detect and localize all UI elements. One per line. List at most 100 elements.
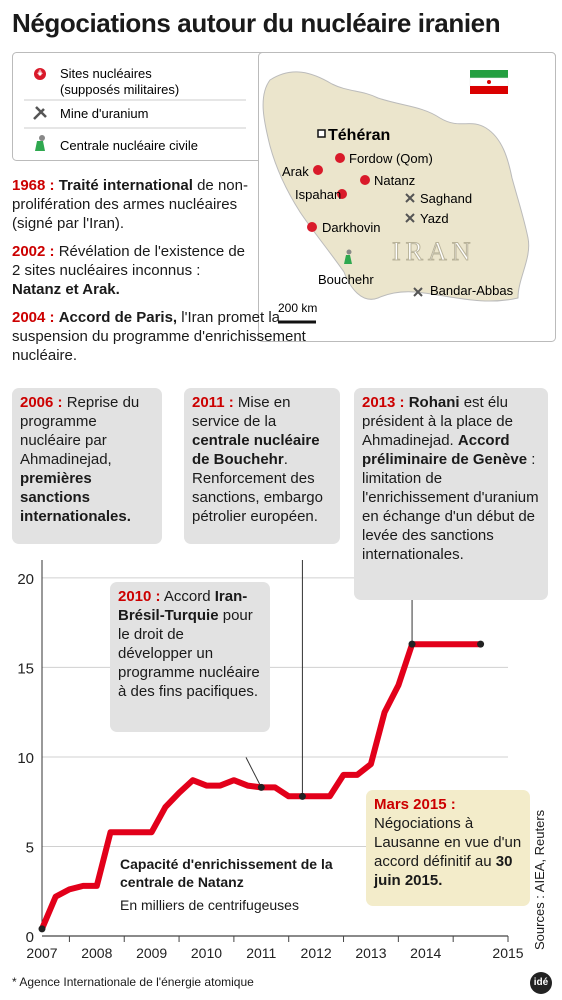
legend-sites-sublabel: (supposés militaires) (60, 82, 179, 97)
place-label-darkhovin: Darkhovin (322, 220, 381, 235)
civil-plant-icon (344, 249, 352, 264)
callout-highlight: centrale nucléaire de Bouchehr (192, 432, 320, 468)
y-tick-label: 15 (17, 660, 34, 677)
scale-label: 200 km (278, 301, 317, 315)
place-label-bandar-abbas: Bandar-Abbas (430, 283, 514, 298)
nuclear-site-icon (307, 222, 317, 232)
callout-2011: 2011 : Mise en service de la centrale nu… (184, 388, 340, 544)
event-text: de non-prolifération des armes nucléaire… (12, 177, 248, 232)
centrifuge-line-chart: 0 5 10 15 20 2007 2008 2009 2010 2011 2012 2013 201… (17, 560, 524, 961)
data-point-marker (257, 783, 265, 791)
place-label-saghand: Saghand (420, 191, 472, 206)
legend-plant-label: Centrale nucléaire civile (60, 138, 198, 153)
data-point-marker (38, 925, 46, 933)
sources-note: Sources : AIEA, Reuters (532, 809, 547, 950)
page-title: Négociations autour du nucléaire iranien (12, 8, 501, 38)
nuclear-site-markers (307, 153, 370, 232)
callout-highlight: 30 juin 2015. (374, 853, 513, 889)
event-text: l'Iran promet la suspension du programme… (12, 309, 306, 364)
callout-highlight: Iran-Brésil-Turquie (118, 588, 248, 624)
legend-sites-label: Sites nucléaires (60, 66, 152, 81)
uranium-mine-icon (33, 106, 47, 120)
footnote: * Agence Internationale de l'énergie ato… (12, 975, 254, 989)
callout-year: 2006 : (20, 394, 63, 411)
callout-leaders (41, 560, 413, 929)
legend-mine-label: Mine d'uranium (60, 106, 148, 121)
callout-text: Mise en service de la (192, 394, 291, 430)
event-year: 1968 : (12, 177, 55, 194)
event-1968: 1968 : Traité international de non-proli… (12, 176, 248, 233)
y-tick-label: 0 (26, 929, 34, 946)
place-label-bouchehr: Bouchehr (318, 272, 374, 287)
x-tick-label: 2008 (81, 945, 112, 961)
iran-flag-icon (469, 70, 509, 94)
callout-year: 2010 : (118, 588, 161, 605)
x-tick-label: 2010 (191, 945, 222, 961)
capital-label: Téhéran (328, 127, 390, 144)
event-year: 2002 : (12, 243, 55, 260)
callout-highlight: premières sanctions internationales. (20, 470, 131, 525)
place-label-fordow: Fordow (Qom) (349, 151, 433, 166)
uranium-mine-icon (413, 287, 423, 297)
event-highlight: Natanz et Arak. (12, 281, 120, 298)
series-line-natanz (39, 641, 481, 930)
chart-title: Capacité d'enrichissement de la centrale… (120, 856, 333, 890)
nuclear-site-icon (337, 189, 347, 199)
callout-text: Négociations à Lausanne en vue d'un acco… (374, 815, 522, 870)
nuclear-site-icon (34, 68, 46, 80)
chart-subtitle: En milliers de centrifugeuses (120, 897, 299, 913)
x-tick-label: 2014 (410, 945, 441, 961)
chart-title-block: Capacité d'enrichissement de la centrale… (120, 855, 350, 913)
place-label-arak: Arak (282, 164, 309, 179)
x-tick-label: 2009 (136, 945, 167, 961)
civil-plant-icon (35, 135, 45, 151)
place-label-yazd: Yazd (420, 211, 449, 226)
y-tick-label: 5 (26, 839, 34, 856)
x-axis-ticks: 2007 2008 2009 2010 2011 2012 2013 2014 2015 (26, 936, 524, 961)
event-year: 2004 : (12, 309, 55, 326)
event-2004: 2004 : Accord de Paris, l'Iran promet la… (12, 308, 312, 365)
uranium-mine-icon (405, 213, 415, 223)
event-highlight: Accord de Paris, (58, 309, 178, 326)
callout-leader-line (245, 757, 262, 788)
callout-text: est élu président à la place de Ahmadine… (362, 394, 513, 449)
x-tick-label: 2013 (355, 945, 386, 961)
place-label-natanz: Natanz (374, 173, 415, 188)
callout-year: 2011 : (192, 394, 234, 411)
capital-marker-icon (317, 129, 326, 138)
callout-highlight: Rohani (404, 394, 460, 411)
callout-year: 2013 : (362, 394, 405, 411)
country-label: IRAN (392, 237, 476, 266)
nuclear-site-icon (335, 153, 345, 163)
map-legend-panel: Sites nucléaires (supposés militaires) M… (12, 52, 556, 342)
data-point-marker (477, 640, 485, 648)
y-tick-label: 10 (17, 750, 34, 767)
callout-highlight: Accord préliminaire de Genève (362, 432, 528, 468)
place-label-ispahan: Ispahan (295, 187, 341, 202)
callout-text: Accord (160, 588, 211, 605)
x-tick-label: 2012 (301, 945, 332, 961)
data-point-marker (298, 792, 306, 800)
y-axis-ticks: 0 5 10 15 20 (17, 571, 34, 946)
callout-2006: 2006 : Reprise du programme nucléaire pa… (12, 388, 162, 544)
x-tick-label: 2015 (492, 945, 523, 961)
uranium-mine-icon (405, 193, 415, 203)
nuclear-site-icon (313, 165, 323, 175)
callout-2015: Mars 2015 : Négociations à Lausanne en v… (366, 790, 530, 906)
callout-2013: 2013 : Rohani est élu président à la pla… (354, 388, 548, 600)
callout-text: . Renforcement des sanctions, embargo pé… (192, 451, 323, 525)
iran-country-shape (262, 71, 530, 302)
callout-text: : limitation de l'enrichissement d'urani… (362, 451, 539, 563)
callout-2010: 2010 : Accord Iran-Brésil-Turquie pour l… (110, 582, 270, 732)
callout-text: Reprise du programme nucléaire par Ahmad… (20, 394, 140, 468)
event-text: Révélation de l'existence de 2 sites nuc… (12, 243, 246, 279)
x-tick-label: 2007 (26, 945, 57, 961)
callout-year: Mars 2015 : (374, 796, 456, 813)
y-tick-label: 20 (17, 571, 34, 588)
nuclear-site-icon (360, 175, 370, 185)
event-2002: 2002 : Révélation de l'existence de 2 si… (12, 242, 252, 299)
callout-text: pour le droit de développer un programme… (118, 607, 260, 700)
uranium-mine-markers (405, 193, 423, 297)
x-tick-label: 2011 (246, 945, 276, 961)
series-markers (38, 640, 485, 933)
